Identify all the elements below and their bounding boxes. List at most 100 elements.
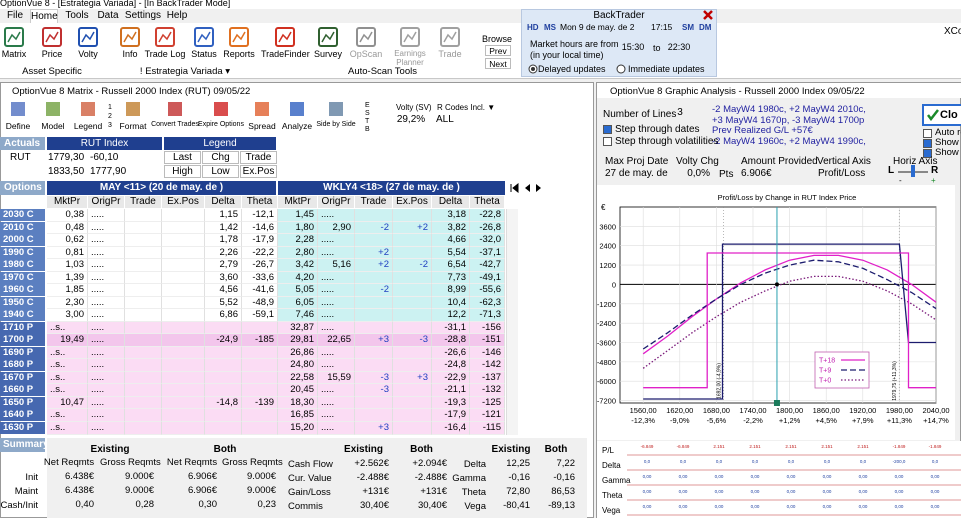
- matrix-cell: -26,6: [432, 346, 470, 360]
- actual-value: -60,10: [90, 152, 119, 163]
- ribbon-button[interactable]: Trade Log: [144, 49, 186, 59]
- checkbox[interactable]: [923, 149, 932, 158]
- matrix-cell: [205, 422, 242, 435]
- checkbox-label[interactable]: Show E: [935, 137, 961, 148]
- toolbar-button[interactable]: Legend: [73, 121, 103, 131]
- matrix-cell: -17,9: [432, 409, 470, 422]
- toolbar-button[interactable]: Analyze: [281, 121, 313, 131]
- toolbar-button[interactable]: Side by Side: [316, 121, 356, 128]
- nav-prev: [525, 184, 530, 192]
- toolbar-button[interactable]: Format: [119, 121, 147, 131]
- matrix-cell: .....: [318, 296, 355, 310]
- menu-item[interactable]: Settings: [124, 10, 162, 21]
- menu-item[interactable]: Data: [97, 10, 119, 21]
- strike-label: 1950 C: [0, 296, 45, 309]
- strike-label: 1660 P: [0, 384, 45, 397]
- slider-thumb[interactable]: [911, 165, 915, 177]
- field-label: Horiz Axis: [893, 156, 938, 167]
- menu-item[interactable]: Home: [30, 9, 58, 23]
- matrix-cell: -42,7: [470, 259, 505, 272]
- toolbar-icon: [290, 102, 304, 116]
- time-field[interactable]: 17:15: [651, 22, 673, 32]
- vaxis-select[interactable]: Profit/Loss: [818, 168, 866, 179]
- day-min-button[interactable]: DM: [699, 23, 712, 32]
- toolbar-button[interactable]: Spread: [248, 121, 276, 131]
- legend-cell: Chg: [202, 151, 239, 164]
- matrix-cell: .....: [318, 309, 355, 322]
- ribbon-button[interactable]: Earnings Planner: [394, 49, 426, 67]
- y-tick-label: 0: [612, 280, 616, 289]
- checkbox[interactable]: [603, 125, 612, 134]
- button-icon-detail: [81, 31, 95, 43]
- minute-sec-button[interactable]: MS: [544, 23, 556, 32]
- x-tick-label: 1620,00: [666, 406, 693, 415]
- matrix-cell: +2: [355, 246, 393, 260]
- rcodes-label: R Codes Incl. ▼: [437, 103, 496, 112]
- toolbar-button[interactable]: Expire Options: [198, 121, 244, 128]
- strike-label: 2010 C: [0, 221, 45, 234]
- strike-label: 1700 P: [0, 334, 45, 347]
- delayed-radio[interactable]: Delayed updates: [538, 64, 606, 74]
- slider-minus[interactable]: -: [899, 176, 902, 185]
- symbol-box box[interactable]: RUT: [10, 152, 31, 163]
- slider-plus[interactable]: +: [931, 176, 936, 185]
- toolbar-icon: [46, 102, 60, 116]
- prev-button[interactable]: Prev: [485, 45, 511, 56]
- ribbon-button[interactable]: Reports: [223, 49, 255, 59]
- date-field[interactable]: Mon 9 de may. de 2: [560, 22, 635, 32]
- checkbox[interactable]: [923, 129, 932, 138]
- checkbox[interactable]: [603, 137, 612, 146]
- lines-field box[interactable]: 3: [677, 107, 683, 118]
- ribbon-button[interactable]: Matrix: [1, 49, 27, 59]
- menu-item[interactable]: Help: [166, 10, 188, 21]
- checkbox-label[interactable]: Step through dates: [615, 124, 700, 135]
- close-button[interactable]: Clo: [922, 104, 961, 126]
- matrix-cell: 22,65: [318, 334, 355, 347]
- ribbon-button[interactable]: TradeFinder: [261, 49, 310, 59]
- volty-field box[interactable]: 29,2%: [396, 114, 426, 125]
- menu-item[interactable]: File: [6, 10, 24, 21]
- sec-min-button[interactable]: SM: [682, 23, 694, 32]
- greek-value: 0,00: [859, 474, 868, 479]
- nav-next: [536, 184, 541, 192]
- menu-item[interactable]: Tools: [65, 10, 89, 21]
- ribbon-button[interactable]: OpScan: [349, 49, 383, 59]
- hour-day-button[interactable]: HD: [527, 23, 539, 32]
- toolbar-button[interactable]: Define: [5, 121, 31, 131]
- ribbon-button[interactable]: Survey: [313, 49, 342, 59]
- lines-label: Number of Lines: [603, 109, 677, 120]
- legend-cell: High: [164, 165, 201, 178]
- ribbon-button[interactable]: Trade: [438, 49, 462, 59]
- volty-chg-field[interactable]: 0,0%: [687, 168, 710, 179]
- checkbox-label[interactable]: Show C: [935, 147, 961, 158]
- ribbon-button[interactable]: Price: [41, 49, 63, 59]
- matrix-cell: 3,82: [432, 221, 470, 235]
- toolbar-button[interactable]: Convert Trades: [151, 121, 199, 128]
- summary-value box: 7,22: [556, 458, 576, 469]
- from-time[interactable]: 15:30: [621, 42, 645, 52]
- y-tick-label: -7200: [597, 397, 616, 406]
- greek-value: 0,00: [859, 489, 868, 494]
- summary-area: [47, 438, 587, 518]
- ribbon-button[interactable]: Volty: [78, 49, 98, 59]
- checkbox-label[interactable]: Step through volatilities: [615, 136, 719, 147]
- toolbar-button[interactable]: Model: [41, 121, 65, 131]
- ribbon-button[interactable]: Status: [191, 49, 217, 59]
- toolbar-icon: [81, 102, 95, 116]
- immediate-radio[interactable]: Immediate updates: [628, 64, 705, 74]
- strike-label: 1640 P: [0, 409, 45, 422]
- rcodes-field box[interactable]: ALL: [436, 114, 454, 125]
- until-time[interactable]: 22:30: [667, 42, 691, 52]
- ribbon-group-label: Asset Specific: [22, 66, 82, 77]
- checkbox-label[interactable]: Auto re: [935, 127, 961, 138]
- checkbox[interactable]: [923, 139, 932, 148]
- column-header: Trade: [125, 196, 161, 208]
- ribbon-icons: [4, 27, 460, 47]
- matrix-cell: -59,1: [242, 309, 278, 322]
- matrix-cell: [393, 321, 432, 335]
- next-button[interactable]: Next: [485, 58, 511, 69]
- amount-field box[interactable]: 6.906€: [741, 168, 772, 179]
- x-tick-pct: -2,2%: [743, 416, 763, 425]
- max-proj-field box[interactable]: 27 de may. de: [605, 168, 668, 179]
- ribbon-button[interactable]: Info: [122, 49, 138, 59]
